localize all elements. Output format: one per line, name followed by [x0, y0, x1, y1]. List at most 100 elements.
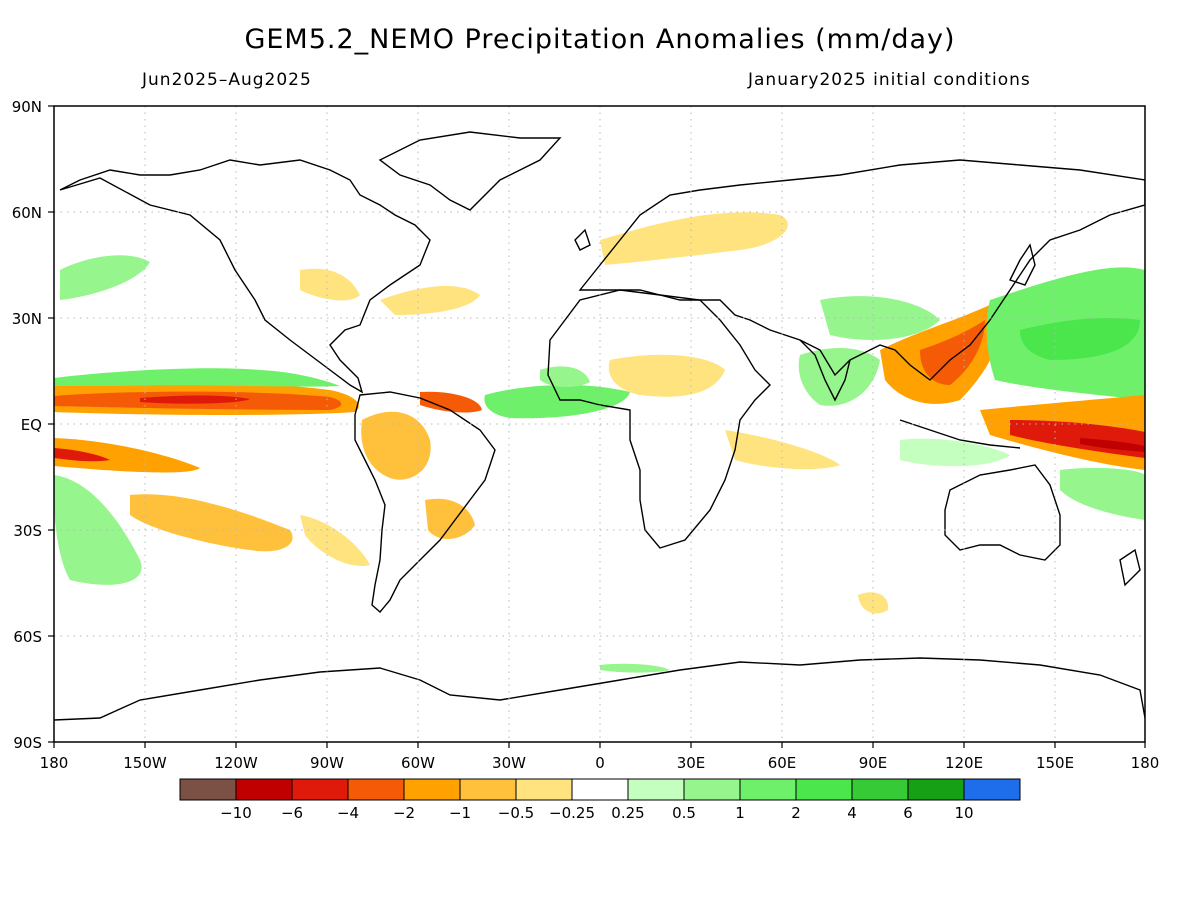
- colorbar-label: −0.5: [498, 804, 534, 822]
- colorbar-swatch: [459, 778, 517, 801]
- colorbar-label: −10: [220, 804, 252, 822]
- lon-ticks: [53, 742, 1146, 748]
- lon-label: 120E: [945, 754, 983, 772]
- anomaly-sahel-dry: [608, 354, 725, 397]
- anomaly-atlantic-dry-equ: [420, 391, 482, 413]
- season-label: Jun2025–Aug2025: [142, 70, 312, 90]
- anomaly-west-pacific-wet-core: [1020, 318, 1140, 360]
- anomaly-southern-ocean-wet: [600, 663, 670, 673]
- lon-label: 90E: [859, 754, 888, 772]
- anomaly-maritime-core: [920, 320, 985, 385]
- anomaly-southwest-pacific-wet: [1060, 467, 1145, 520]
- lat-label: 30N: [12, 310, 42, 328]
- anomaly-atlantic-wet-band: [484, 384, 630, 419]
- lon-label: 30W: [492, 754, 526, 772]
- colorbar-swatch: [179, 778, 237, 801]
- colorbar: −10 −6 −4 −2 −1 −0.5 −0.25 0.25 0.5 1 2 …: [179, 778, 1021, 822]
- lat-label: 60N: [12, 204, 42, 222]
- colorbar-swatch: [347, 778, 405, 801]
- coast-greenland: [378, 131, 562, 211]
- colorbar-label: 0.25: [611, 804, 644, 822]
- colorbar-swatches: [179, 778, 1021, 801]
- colorbar-swatch: [291, 778, 349, 801]
- anomaly-south-pacific-wet: [54, 475, 142, 585]
- colorbar-swatch: [515, 778, 573, 801]
- initial-conditions-label: January2025 initial conditions: [748, 70, 1031, 90]
- coast-eurasia: [578, 159, 1145, 381]
- lat-ticks: [48, 105, 54, 743]
- coast-japan: [1009, 243, 1036, 286]
- colorbar-swatch: [795, 778, 853, 801]
- anomaly-itcz-pacific-red: [140, 395, 250, 404]
- colorbar-label: 2: [791, 804, 801, 822]
- lon-label: 60W: [401, 754, 435, 772]
- colorbar-label: −1: [449, 804, 471, 822]
- anomaly-layer: [54, 212, 1145, 673]
- anomaly-atlantic-dry-north: [380, 285, 480, 315]
- coast-indonesia: [899, 419, 1021, 449]
- colorbar-swatch: [683, 778, 741, 801]
- colorbar-label: −0.25: [549, 804, 595, 822]
- lon-label: 150W: [123, 754, 167, 772]
- lat-label: 30S: [13, 522, 42, 540]
- colorbar-swatch: [963, 778, 1021, 801]
- map-title: GEM5.2_NEMO Precipitation Anomalies (mm/…: [244, 24, 956, 55]
- anomaly-eurasia-dry: [600, 212, 788, 265]
- lon-label: 0: [595, 754, 605, 772]
- lat-label: EQ: [21, 416, 42, 434]
- lon-label: 90W: [310, 754, 344, 772]
- lon-label: 150E: [1036, 754, 1074, 772]
- colorbar-swatch: [571, 778, 629, 801]
- anomaly-south-america-dry: [425, 498, 475, 540]
- colorbar-labels: −10 −6 −4 −2 −1 −0.5 −0.25 0.25 0.5 1 2 …: [220, 804, 973, 822]
- anomaly-south-equatorial-dry: [54, 438, 200, 473]
- colorbar-label: 0.5: [672, 804, 696, 822]
- lon-label: 30E: [677, 754, 706, 772]
- colorbar-swatch: [235, 778, 293, 801]
- anomaly-south-pacific-dry: [130, 494, 293, 552]
- lon-label: 60E: [768, 754, 797, 772]
- colorbar-swatch: [907, 778, 965, 801]
- coastlines: [54, 131, 1145, 721]
- colorbar-swatch: [627, 778, 685, 801]
- colorbar-label: −4: [337, 804, 359, 822]
- coast-new-zealand: [1119, 548, 1141, 587]
- anomaly-east-africa-dry: [725, 430, 840, 470]
- coast-antarctica: [54, 657, 1145, 721]
- lat-label: 90S: [13, 734, 42, 752]
- coast-africa: [547, 289, 771, 549]
- coast-india: [799, 339, 851, 402]
- anomaly-indian-ocean-wet: [798, 348, 880, 406]
- anomaly-eq-west-pacific-deep: [1080, 438, 1145, 452]
- colorbar-swatch: [739, 778, 797, 801]
- lon-labels: 180 150W 120W 90W 60W 30W 0 30E 60E 90E …: [40, 754, 1160, 772]
- coast-south-america: [354, 391, 496, 613]
- colorbar-swatch: [403, 778, 461, 801]
- coast-australia: [944, 464, 1061, 561]
- lon-label: 180: [1131, 754, 1160, 772]
- colorbar-label: −2: [393, 804, 415, 822]
- anomaly-west-africa-wet: [540, 366, 590, 388]
- lon-label: 120W: [214, 754, 258, 772]
- colorbar-label: 4: [847, 804, 857, 822]
- colorbar-label: 6: [903, 804, 913, 822]
- anomaly-east-us-dry: [300, 268, 360, 301]
- anomaly-south-pacific-dry-2: [300, 515, 370, 566]
- lon-label: 180: [40, 754, 69, 772]
- anomaly-south-indian-wet: [900, 438, 1010, 467]
- anomaly-amazon-dry: [361, 411, 431, 480]
- colorbar-label: −6: [281, 804, 303, 822]
- lat-label: 90N: [12, 98, 42, 116]
- anomaly-central-america-wet: [54, 368, 340, 387]
- colorbar-label: 10: [954, 804, 973, 822]
- anomaly-north-pacific-wet: [60, 255, 150, 300]
- anomaly-southern-ocean-dry: [858, 592, 889, 614]
- coast-uk: [574, 228, 591, 251]
- coast-north-america: [59, 159, 431, 394]
- lat-label: 60S: [13, 628, 42, 646]
- lat-labels: 90N 60N 30N EQ 30S 60S 90S: [12, 98, 42, 752]
- colorbar-label: 1: [735, 804, 745, 822]
- graticule: [54, 106, 1145, 742]
- colorbar-swatch: [851, 778, 909, 801]
